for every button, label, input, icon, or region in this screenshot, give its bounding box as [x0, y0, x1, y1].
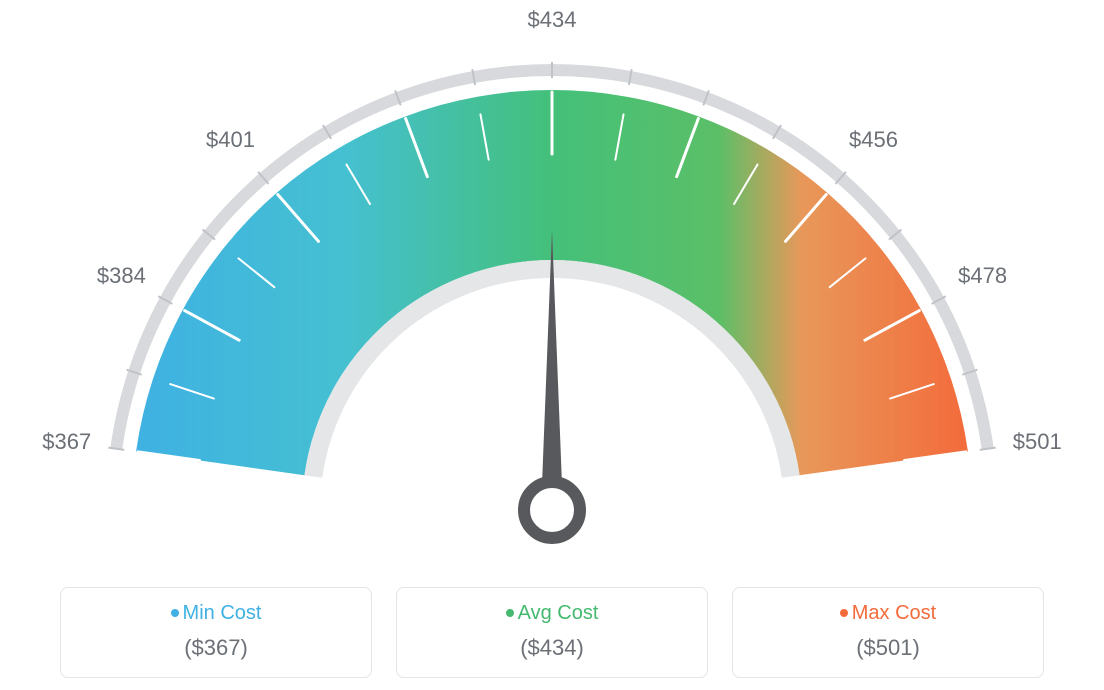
- legend-avg-value: ($434): [407, 635, 697, 661]
- tick-label: $401: [206, 127, 255, 153]
- gauge-area: $367 $384 $401 $434 $456 $478 $501: [0, 0, 1104, 560]
- legend-min-title: Min Cost: [171, 602, 262, 625]
- legend-avg-title: Avg Cost: [506, 602, 599, 625]
- legend-min: Min Cost ($367): [60, 587, 372, 678]
- legend-max-label: Max Cost: [852, 602, 936, 625]
- legend-min-label: Min Cost: [183, 602, 262, 625]
- tick-label: $456: [849, 127, 898, 153]
- tick-label: $384: [97, 263, 146, 289]
- legend-avg-label: Avg Cost: [518, 602, 599, 625]
- tick-label: $367: [42, 429, 91, 455]
- cost-gauge-widget: $367 $384 $401 $434 $456 $478 $501 Min Cost ($…: [0, 0, 1104, 690]
- tick-label: $478: [958, 263, 1007, 289]
- dot-icon: [840, 609, 848, 617]
- legend-row: Min Cost ($367) Avg Cost ($434) Max Cost…: [0, 587, 1104, 678]
- dot-icon: [506, 609, 514, 617]
- legend-avg: Avg Cost ($434): [396, 587, 708, 678]
- gauge-svg: [0, 0, 1104, 560]
- legend-max-title: Max Cost: [840, 602, 936, 625]
- tick-label: $434: [528, 7, 577, 33]
- dot-icon: [171, 609, 179, 617]
- tick-label: $501: [1013, 429, 1062, 455]
- legend-max-value: ($501): [743, 635, 1033, 661]
- legend-min-value: ($367): [71, 635, 361, 661]
- legend-max: Max Cost ($501): [732, 587, 1044, 678]
